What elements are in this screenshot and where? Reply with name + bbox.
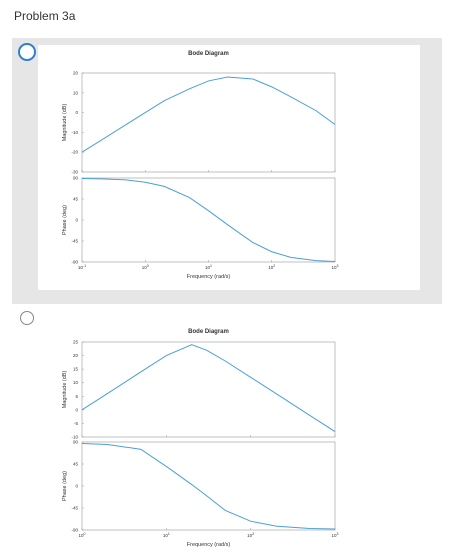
x-tick-exp: 3 [337, 532, 339, 536]
y-tick-label: 20 [73, 353, 79, 358]
y-tick-label: 45 [73, 197, 79, 202]
y-axis-label: Magnitude (dB) [62, 104, 68, 142]
y-tick-label: -45 [71, 239, 78, 244]
y-tick-label: 90 [73, 440, 79, 445]
y-tick-label: 15 [73, 367, 79, 372]
curve [81, 442, 336, 530]
x-tick-base: 10 [247, 533, 253, 538]
axes-box [81, 177, 336, 263]
x-tick-base: 10 [205, 265, 211, 270]
x-axis-label: Frequency (rad/s) [187, 274, 231, 280]
x-tick-exp: 2 [273, 264, 275, 268]
x-tick-base: 10 [79, 533, 85, 538]
y-tick-label: 0 [75, 407, 78, 412]
y-tick-label: 20 [73, 71, 79, 76]
axes-box [81, 72, 336, 173]
question-title: Problem 3a [14, 9, 76, 23]
y-axis-label: Magnitude (dB) [62, 371, 68, 409]
x-axis-label: Frequency (rad/s) [187, 542, 231, 548]
x-tick-label: 101 [205, 264, 212, 270]
x-tick-exp: 1 [168, 532, 170, 536]
x-tick-label: 102 [268, 264, 275, 270]
y-tick-label: -10 [71, 435, 78, 440]
curve [81, 177, 336, 263]
axes-box [81, 441, 336, 531]
y-tick-label: -20 [71, 150, 78, 155]
y-tick-label: -90 [71, 528, 78, 533]
y-tick-label: -90 [71, 260, 78, 265]
x-tick-label: 101 [163, 532, 170, 538]
axes-box [81, 341, 336, 438]
x-tick-label: 10-1 [78, 264, 86, 270]
y-tick-label: 10 [73, 380, 79, 385]
y-tick-label: -5 [74, 421, 78, 426]
plot-title: Bode Diagram [188, 329, 229, 335]
x-tick-label: 103 [332, 532, 339, 538]
curve [81, 76, 336, 153]
radio-2[interactable] [20, 311, 34, 325]
x-tick-label: 103 [332, 264, 339, 270]
x-tick-exp: 3 [337, 264, 339, 268]
x-tick-exp: -1 [83, 264, 86, 268]
y-tick-label: -30 [71, 170, 78, 175]
radio-1[interactable] [18, 43, 36, 61]
x-tick-label: 102 [247, 532, 254, 538]
y-tick-label: -45 [71, 506, 78, 511]
y-tick-label: 5 [75, 394, 78, 399]
y-tick-label: 0 [75, 218, 78, 223]
y-axis-label: Phase (deg) [62, 205, 68, 235]
y-tick-label: 90 [73, 176, 79, 181]
x-tick-exp: 0 [147, 264, 149, 268]
y-tick-label: -10 [71, 130, 78, 135]
y-tick-label: 25 [73, 340, 79, 345]
x-tick-base: 10 [332, 533, 338, 538]
x-tick-base: 10 [332, 265, 338, 270]
x-tick-base: 10 [142, 265, 148, 270]
x-tick-base: 10 [163, 533, 169, 538]
x-tick-exp: 0 [84, 532, 86, 536]
x-tick-base: 10 [78, 265, 84, 270]
x-tick-exp: 1 [210, 264, 212, 268]
curve [81, 344, 336, 432]
x-tick-base: 10 [268, 265, 274, 270]
x-tick-label: 100 [79, 532, 86, 538]
y-tick-label: 0 [75, 484, 78, 489]
y-tick-label: 0 [75, 110, 78, 115]
y-tick-label: 10 [73, 90, 79, 95]
plot-title: Bode Diagram [188, 51, 229, 57]
x-tick-exp: 2 [252, 532, 254, 536]
y-axis-label: Phase (deg) [62, 471, 68, 501]
y-tick-label: 45 [73, 462, 79, 467]
x-tick-label: 100 [142, 264, 149, 270]
